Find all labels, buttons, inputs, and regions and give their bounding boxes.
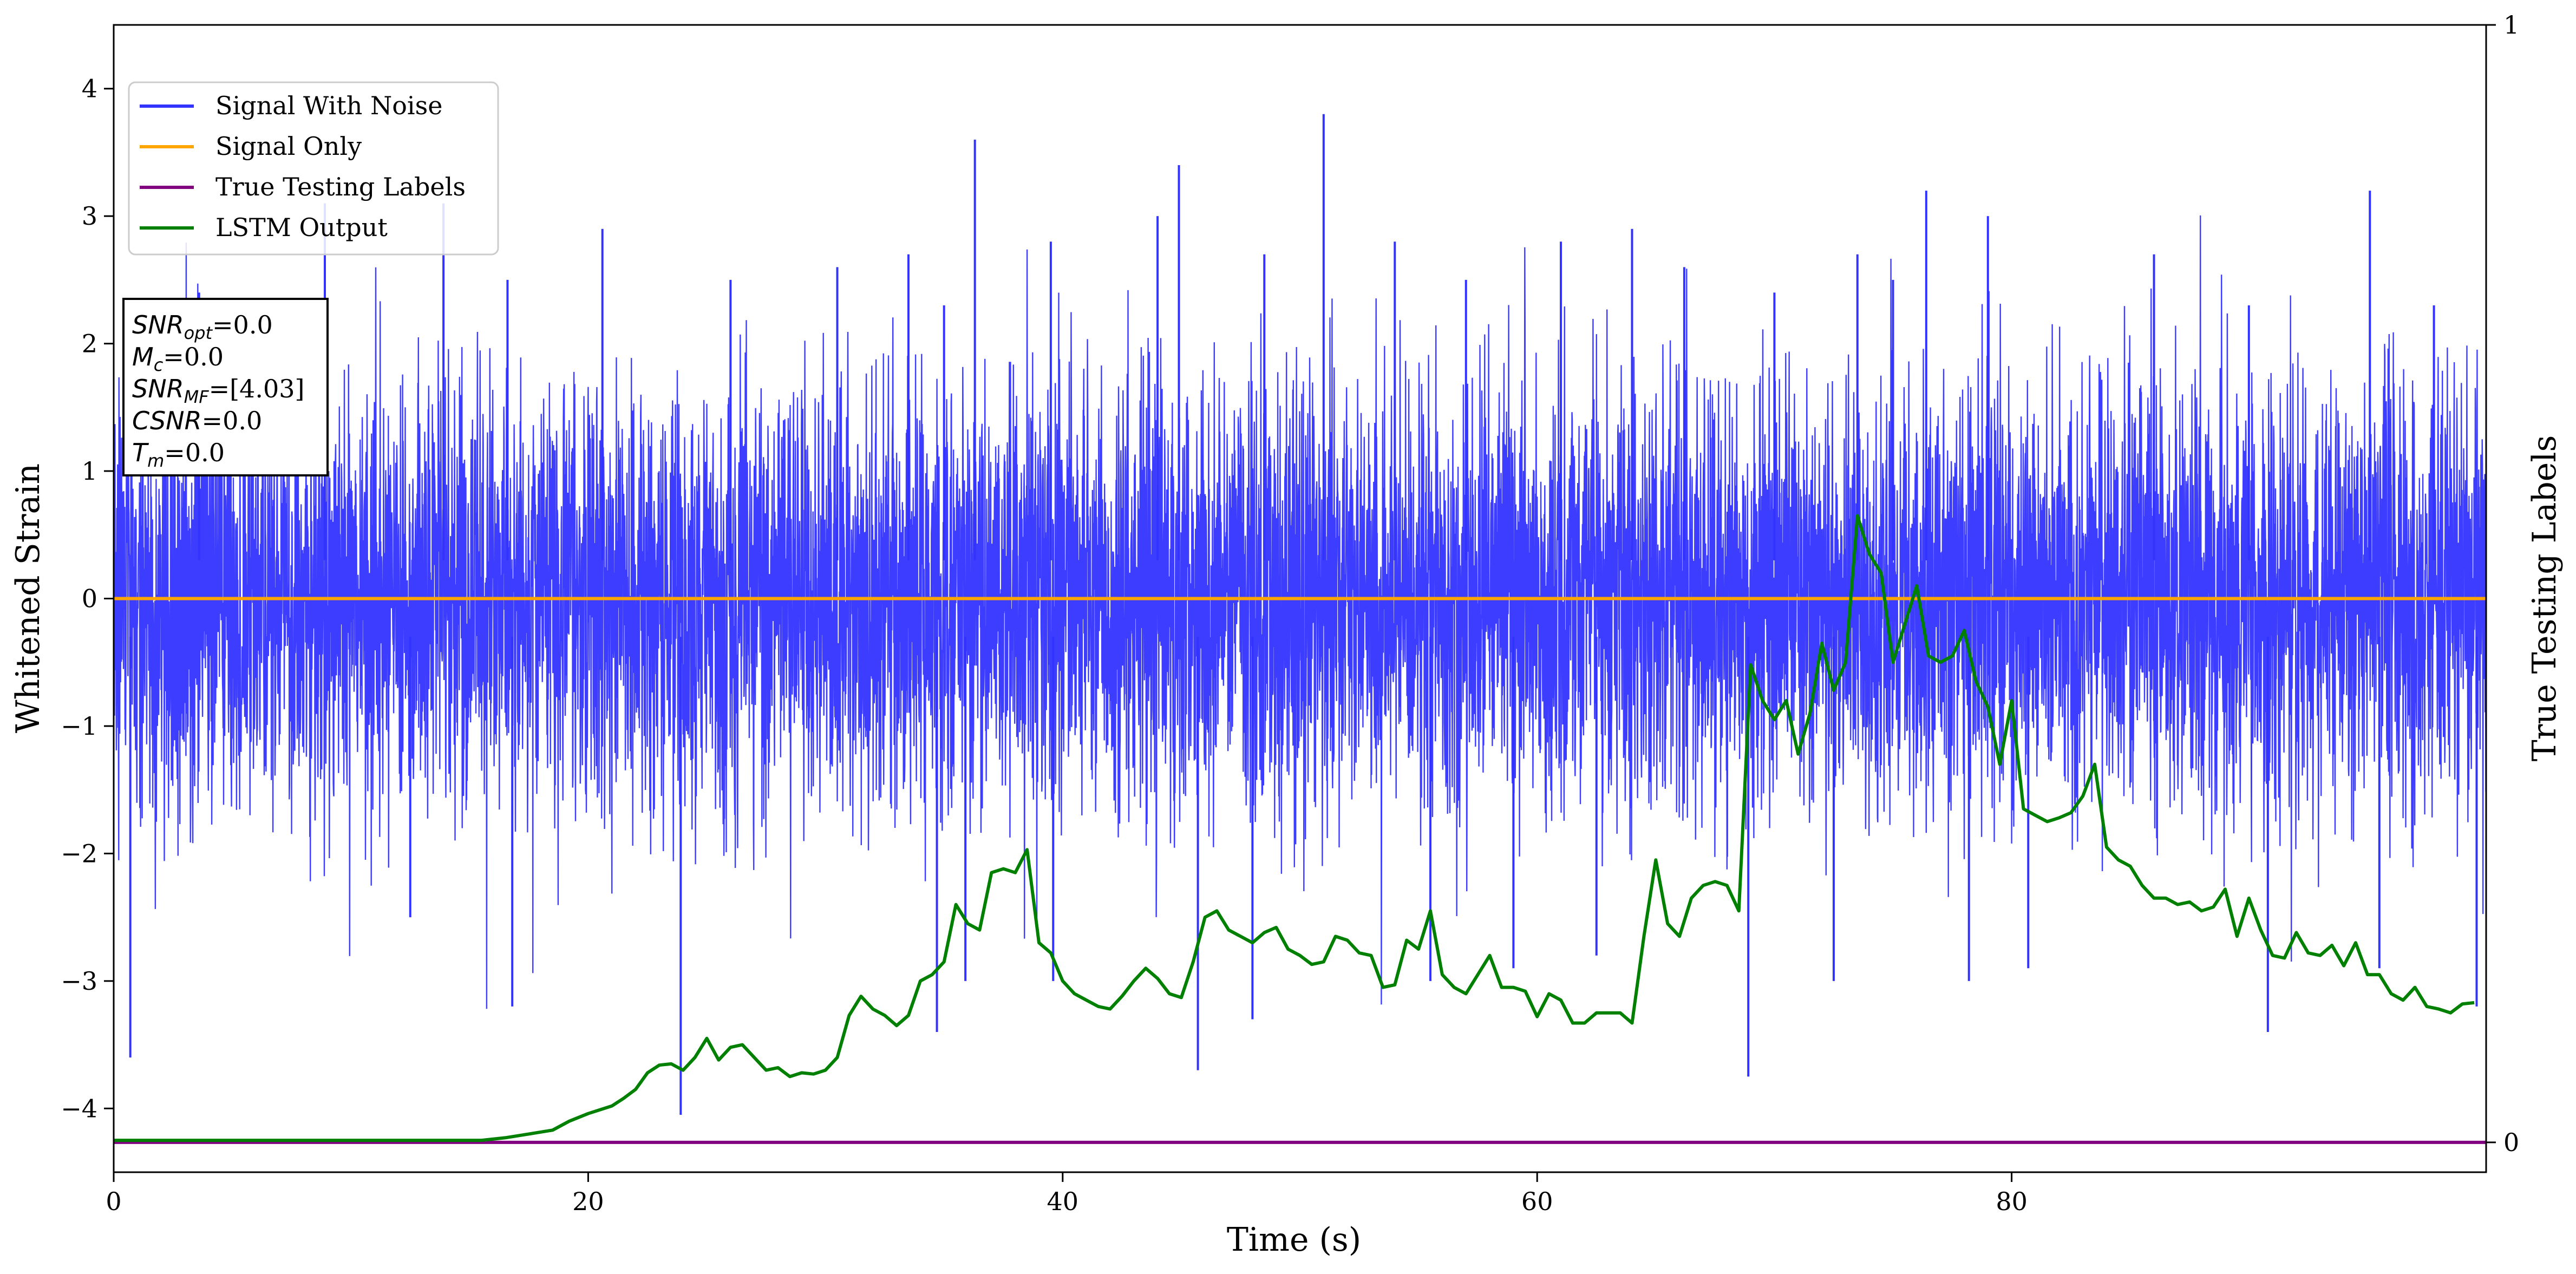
y-tick-label: 1 <box>82 456 97 486</box>
param-box-frame <box>122 298 329 476</box>
series-lstm-output <box>114 514 2475 1142</box>
y-tick-label: 0 <box>82 584 97 613</box>
x-tick-label: 0 <box>106 1187 121 1216</box>
y-tick-label: −3 <box>61 966 97 996</box>
param-snr-opt: SNRopt=0.0 <box>132 310 273 343</box>
y-tick-label: 4 <box>82 74 97 103</box>
legend-label-signal-with-noise: Signal With Noise <box>215 91 442 120</box>
legend-label-lstm-output: LSTM Output <box>215 213 388 242</box>
y-tick-label: 2 <box>82 329 97 358</box>
x-axis-title: Time (s) <box>1227 1221 1361 1259</box>
x-axis: 0 20 40 60 80 <box>106 1172 2028 1216</box>
series-signal-with-noise <box>114 215 2486 1009</box>
y2-tick-label: 1 <box>2503 10 2519 40</box>
y2-axis-title: True Testing Labels <box>2526 435 2564 762</box>
y-tick-label: −1 <box>61 711 97 741</box>
param-snr-mf: SNRMF=[4.03] <box>132 374 304 407</box>
y-axis-left: −4 −3 −2 −1 0 1 2 3 4 <box>61 74 114 1123</box>
param-t-m: Tm=0.0 <box>132 438 225 471</box>
param-csnr: CSNR=0.0 <box>132 406 262 435</box>
noise-spikes <box>129 114 2478 1115</box>
y-axis-right: 01 <box>2486 10 2519 1157</box>
x-tick-label: 60 <box>1521 1187 1553 1216</box>
legend-frame <box>128 81 499 256</box>
x-tick-label: 40 <box>1047 1187 1079 1216</box>
y-tick-label: 3 <box>82 201 97 231</box>
y2-tick-label: 0 <box>2503 1128 2519 1157</box>
y-tick-label: −4 <box>61 1094 97 1123</box>
legend: Signal With Noise Signal Only True Testing… <box>128 81 499 256</box>
legend-label-true-testing-labels: True Testing Labels <box>215 172 466 201</box>
x-tick-label: 20 <box>572 1187 604 1216</box>
y-axis-title: Whitened Strain <box>9 463 47 733</box>
plot-area <box>114 114 2486 1144</box>
param-m-c: Mc=0.0 <box>132 342 224 375</box>
legend-label-signal-only: Signal Only <box>215 132 362 161</box>
y-tick-label: −2 <box>61 839 97 868</box>
x-tick-label: 80 <box>1996 1187 2028 1216</box>
